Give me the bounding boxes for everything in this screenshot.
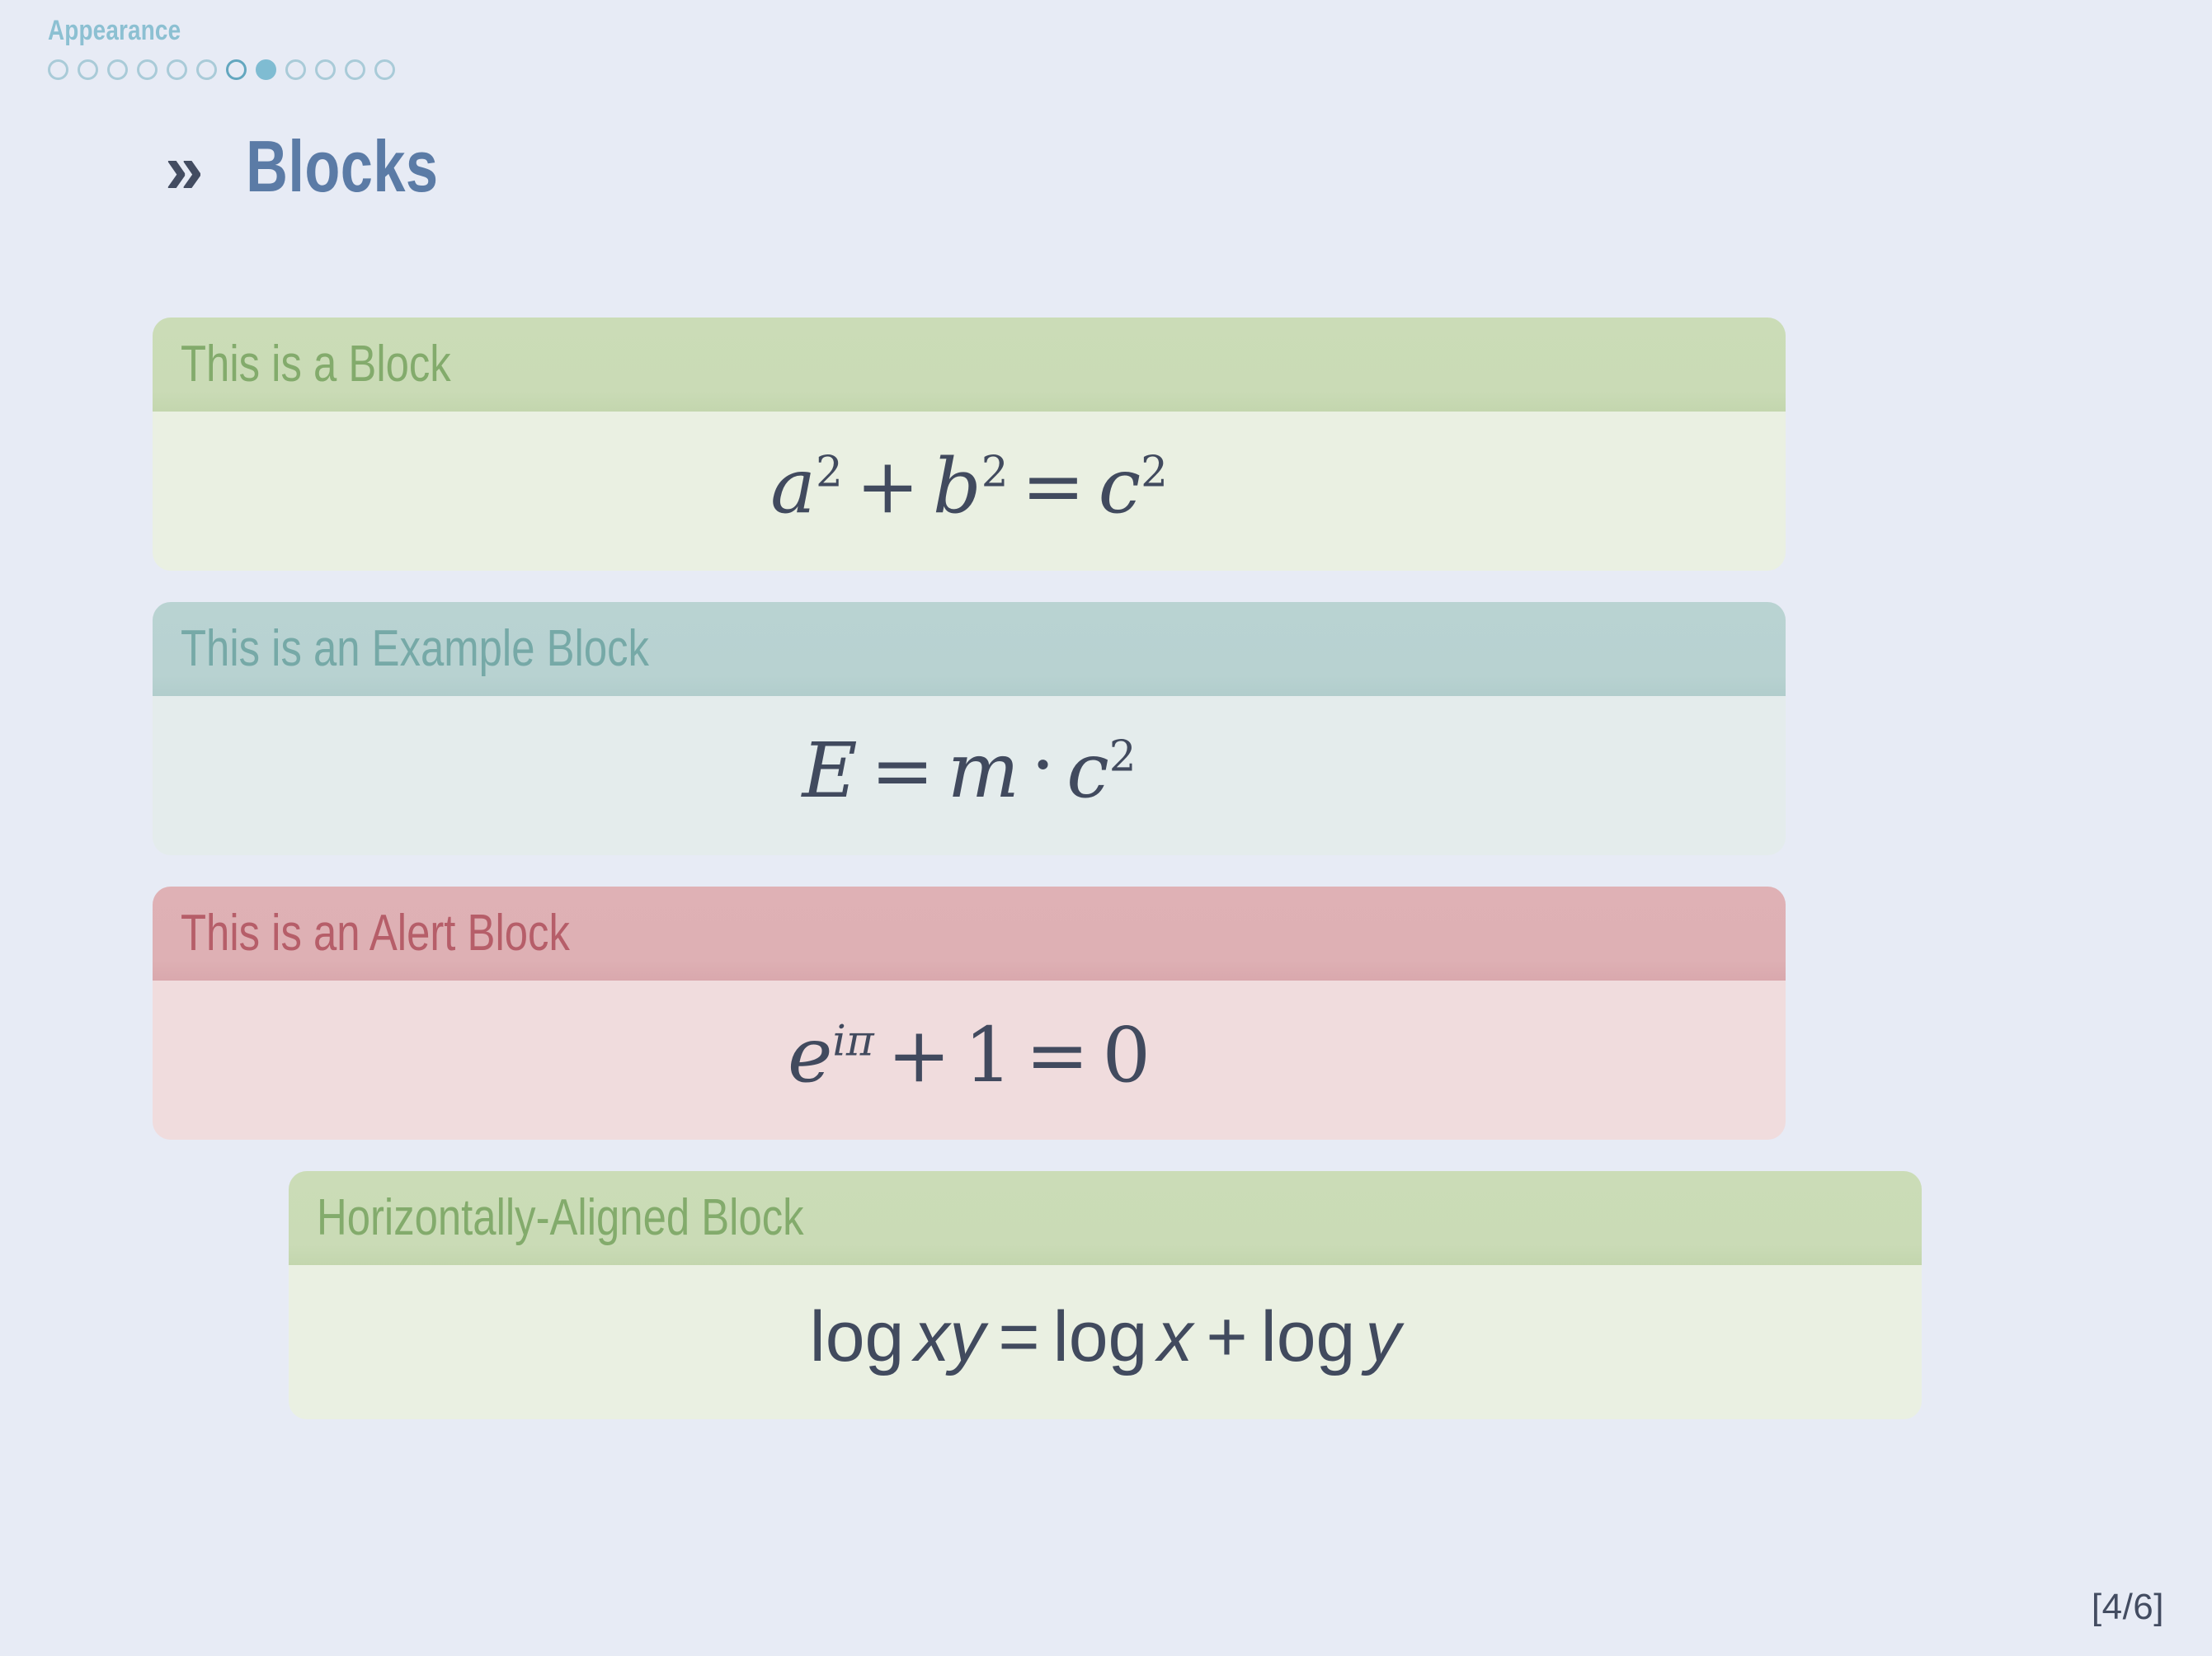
equation-mass-energy: E = m · c2 (153, 723, 1786, 815)
math-operator-equals: = (998, 1297, 1040, 1376)
block-title: This is an Alert Block (153, 887, 1786, 981)
math-var-c: c (1066, 727, 1109, 815)
progress-dot[interactable] (374, 59, 395, 80)
math-number-one: 1 (963, 1011, 1013, 1099)
block-title: This is a Block (153, 318, 1786, 412)
math-var-x: x (1157, 1297, 1193, 1376)
block-example: This is an Example Block E = m · c2 (153, 602, 1786, 856)
block-body: eiπ +1 = 0 (153, 981, 1786, 1141)
progress-dot[interactable] (48, 59, 68, 80)
math-var-e: e (787, 1011, 833, 1099)
math-operator-plus: + (855, 442, 920, 530)
progress-dot-current-section[interactable] (226, 59, 247, 80)
chevron-right-double-icon: » (165, 130, 204, 208)
math-operator-cdot: · (1030, 720, 1056, 809)
math-var-xy: xy (914, 1297, 986, 1376)
block-body: E = m · c2 (153, 696, 1786, 856)
math-exponent-i: i (832, 1016, 846, 1066)
math-var-c: c (1098, 442, 1141, 530)
progress-dot[interactable] (285, 59, 306, 80)
math-var-a: a (770, 442, 816, 530)
math-operator-equals: = (1021, 442, 1085, 530)
math-var-m: m (947, 727, 1019, 815)
section-navigation: Appearance (48, 16, 1038, 80)
progress-dot[interactable] (137, 59, 158, 80)
page-title: » Blocks (165, 125, 462, 208)
math-fn-log: log (1260, 1297, 1356, 1376)
progress-dot[interactable] (107, 59, 128, 80)
block-alert: This is an Alert Block eiπ +1 = 0 (153, 887, 1786, 1141)
math-exponent-i-pi: iπ (832, 1016, 873, 1066)
math-operator-equals: = (870, 727, 934, 815)
math-fn-log: log (809, 1297, 905, 1376)
equation-pythagorean: a2 + b2 = c2 (153, 445, 1786, 528)
math-exponent-pi: π (845, 1016, 874, 1066)
equation-euler-identity: eiπ +1 = 0 (153, 1014, 1786, 1097)
math-number-zero: 0 (1102, 1011, 1151, 1099)
progress-dot[interactable] (196, 59, 217, 80)
equation-log-product: log xy = log x + log y (289, 1298, 1922, 1376)
math-operator-plus: + (887, 1011, 951, 1099)
block-default: This is a Block a2 + b2 = c2 (153, 318, 1786, 572)
block-body: log xy = log x + log y (289, 1265, 1922, 1419)
block-title-text: This is an Example Block (181, 620, 649, 677)
block-title-text: This is a Block (181, 336, 451, 393)
math-fn-log: log (1052, 1297, 1148, 1376)
progress-dot[interactable] (345, 59, 365, 80)
progress-dot-active[interactable] (256, 59, 276, 80)
block-title: Horizontally-Aligned Block (289, 1171, 1922, 1265)
math-exponent: 2 (1141, 447, 1168, 497)
math-exponent: 2 (981, 447, 1009, 497)
block-horizontally-aligned: Horizontally-Aligned Block log xy = log x + lo… (289, 1171, 1922, 1419)
progress-dot[interactable] (315, 59, 336, 80)
section-label: Appearance (48, 15, 181, 46)
math-exponent: 2 (1108, 732, 1137, 782)
math-operator-equals: = (1025, 1011, 1090, 1099)
page-number: [4/6] (2091, 1587, 2164, 1627)
progress-dot[interactable] (78, 59, 98, 80)
math-exponent: 2 (815, 447, 843, 497)
progress-dots[interactable] (48, 59, 1038, 80)
math-operator-plus: + (1206, 1297, 1248, 1376)
frame-title-text: Blocks (245, 125, 439, 207)
math-var-E: E (802, 727, 858, 815)
progress-dot[interactable] (167, 59, 187, 80)
math-var-b: b (932, 442, 981, 530)
block-title-text: This is an Alert Block (181, 905, 570, 962)
math-var-y: y (1365, 1297, 1401, 1376)
block-title: This is an Example Block (153, 602, 1786, 696)
block-title-text: Horizontally-Aligned Block (317, 1189, 804, 1246)
block-body: a2 + b2 = c2 (153, 412, 1786, 572)
